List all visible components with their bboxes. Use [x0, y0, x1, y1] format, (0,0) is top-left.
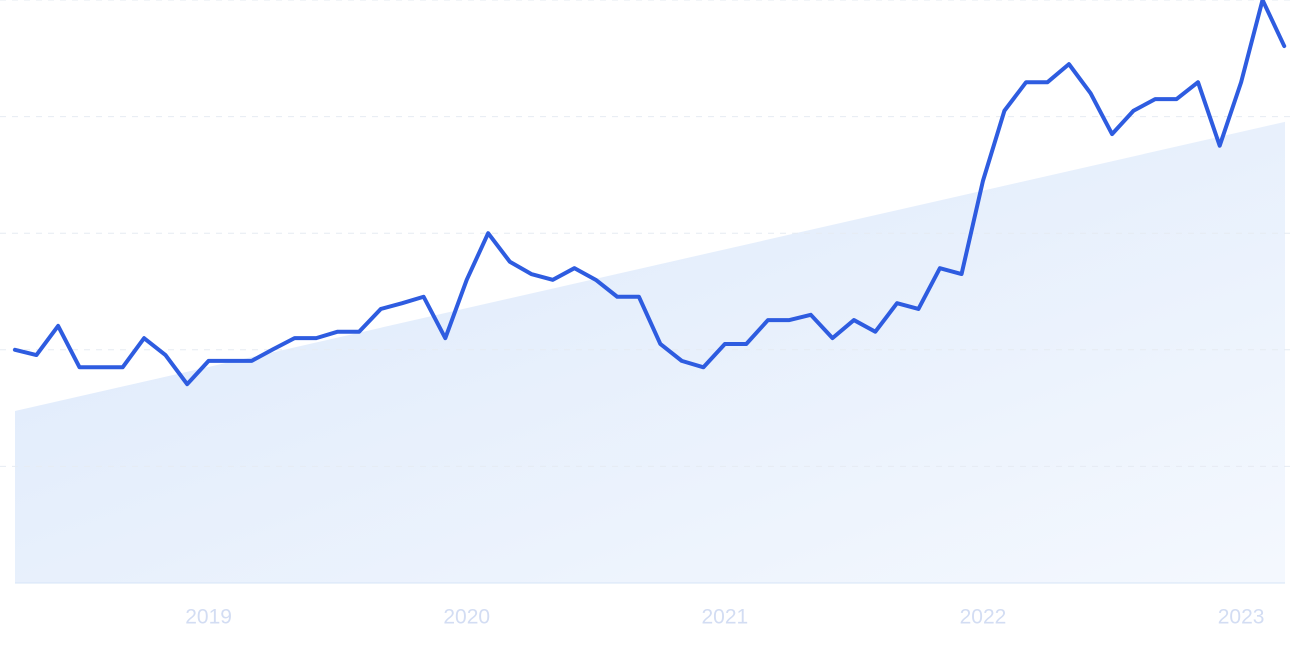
x-tick-label: 2020 — [443, 606, 490, 629]
x-tick-label: 2021 — [701, 606, 748, 629]
x-tick-label: 2019 — [185, 606, 232, 629]
trend-line — [13, 0, 1287, 387]
x-tick-label: 2022 — [960, 606, 1007, 629]
trend-area — [15, 121, 1285, 584]
x-tick-label: 2023 — [1218, 606, 1265, 629]
